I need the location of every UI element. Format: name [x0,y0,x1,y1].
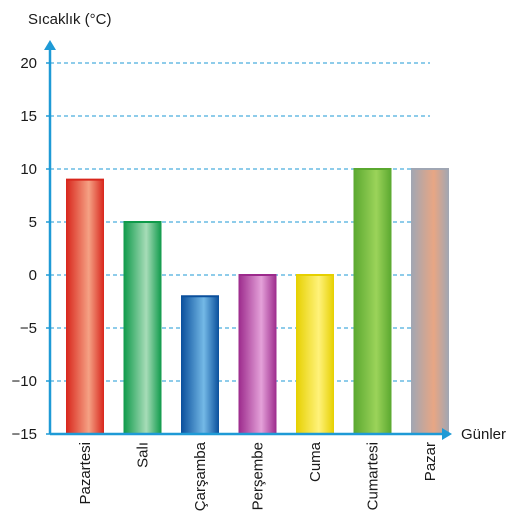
x-category-label: Çarşamba [192,441,209,511]
y-tick-label: 10 [20,161,37,178]
bars [66,168,449,434]
axes [44,40,452,440]
y-axis-arrow-icon [44,40,56,50]
y-tick-label: 0 [29,267,37,284]
x-category-label: Cuma [307,441,324,482]
x-category-label: Pazartesi [77,442,94,505]
y-axis-title: Sıcaklık (°C) [28,11,112,28]
x-category-label: Cumartesi [365,442,382,510]
bar-6 [353,169,392,434]
x-category-label: Perşembe [250,442,267,510]
y-tick-label: −15 [12,426,37,443]
bar-2 [123,222,162,434]
x-axis-arrow-icon [442,428,452,440]
y-tick-label: −5 [20,320,37,337]
x-axis-title: Günler [461,426,506,443]
y-tick-label: 5 [29,214,37,231]
bar-1 [66,179,104,434]
y-tick-labels: 20 15 10 5 0 −15 −5 −10 [12,55,50,443]
y-tick-label: 20 [20,55,37,72]
x-category-label: Salı [135,442,152,468]
x-category-labels: Pazartesi Salı Çarşamba Perşembe Cuma Cumarte… [77,441,439,511]
bar-4 [238,275,277,434]
bar-5 [296,275,334,434]
bar-7 [411,169,449,434]
y-tick-label: 15 [20,108,37,125]
bar-3 [181,296,219,434]
y-tick-label: −10 [12,373,37,390]
x-category-label: Pazar [422,442,439,481]
